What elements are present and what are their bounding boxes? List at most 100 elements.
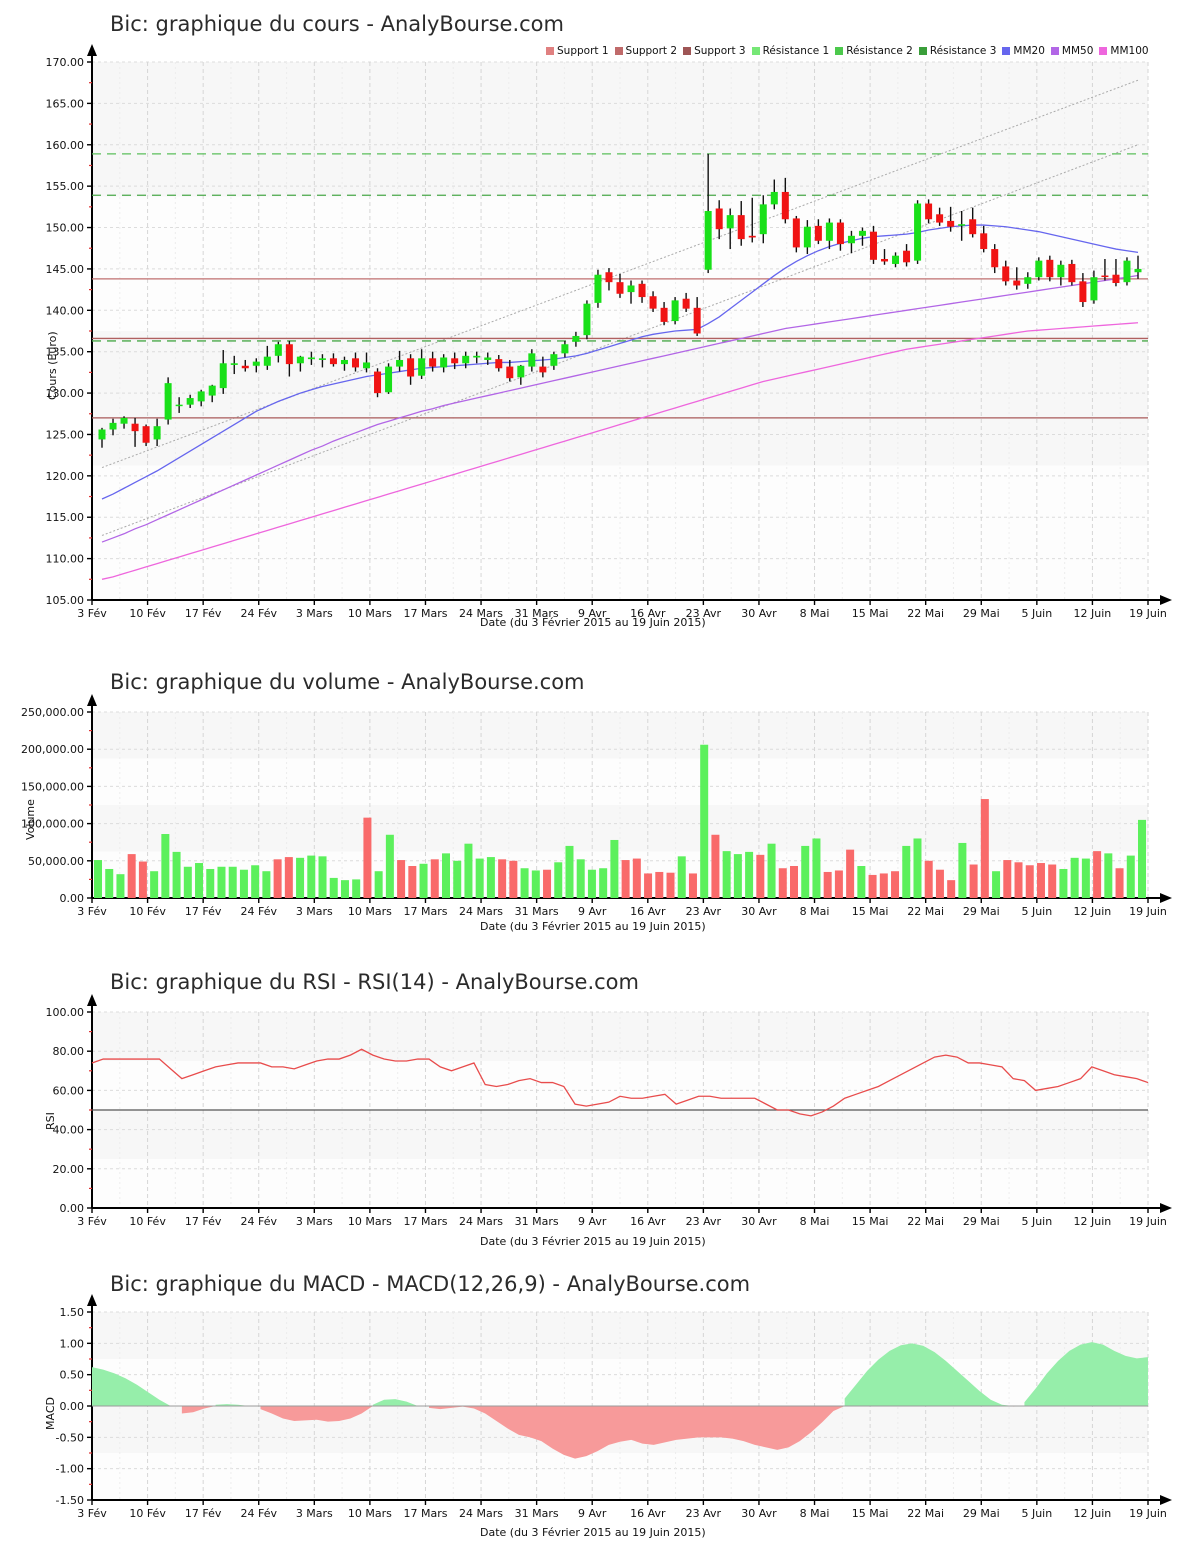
- svg-text:8 Mai: 8 Mai: [800, 1507, 830, 1520]
- svg-text:24 Fév: 24 Fév: [240, 607, 277, 620]
- svg-text:0.00: 0.00: [60, 1400, 85, 1413]
- macd-y-axis-label: MACD: [44, 1397, 57, 1430]
- svg-text:17 Fév: 17 Fév: [185, 1215, 222, 1228]
- svg-text:12 Juin: 12 Juin: [1074, 1507, 1112, 1520]
- svg-text:3 Fév: 3 Fév: [77, 905, 107, 918]
- price-chart-svg[interactable]: 105.00 110.00 115.00 120.00 125.00 130.00 135.…: [0, 0, 1200, 650]
- rsi-y-axis-label: RSI: [44, 1112, 57, 1130]
- price-chart-panel: Bic: graphique du cours - AnalyBourse.co…: [0, 0, 1200, 650]
- svg-text:15 Mai: 15 Mai: [852, 607, 889, 620]
- rsi-chart-panel: Bic: graphique du RSI - RSI(14) - AnalyB…: [0, 950, 1200, 1260]
- legend-item-r-sistance-2[interactable]: Résistance 2: [835, 45, 913, 57]
- svg-text:20.00: 20.00: [53, 1163, 85, 1176]
- legend-item-mm100[interactable]: MM100: [1099, 45, 1149, 57]
- svg-text:30 Avr: 30 Avr: [741, 607, 777, 620]
- legend-swatch-icon: [918, 47, 927, 55]
- svg-text:17 Mars: 17 Mars: [403, 1507, 447, 1520]
- macd-chart-panel: Bic: graphique du MACD - MACD(12,26,9) -…: [0, 1260, 1200, 1550]
- svg-text:170.00: 170.00: [46, 56, 85, 69]
- svg-text:10 Mars: 10 Mars: [348, 905, 392, 918]
- svg-text:15 Mai: 15 Mai: [852, 905, 889, 918]
- svg-text:17 Mars: 17 Mars: [403, 607, 447, 620]
- rsi-x-axis-label: Date (du 3 Février 2015 au 19 Juin 2015): [480, 1235, 706, 1248]
- svg-text:10 Fév: 10 Fév: [129, 1215, 166, 1228]
- svg-text:15 Mai: 15 Mai: [852, 1507, 889, 1520]
- legend-swatch-icon: [1099, 47, 1108, 55]
- svg-text:160.00: 160.00: [46, 139, 85, 152]
- legend-item-support-3[interactable]: Support 3: [683, 45, 746, 57]
- svg-text:40.00: 40.00: [53, 1124, 85, 1137]
- svg-text:30 Avr: 30 Avr: [741, 1215, 777, 1228]
- svg-text:5 Juin: 5 Juin: [1021, 1215, 1052, 1228]
- svg-text:115.00: 115.00: [46, 511, 85, 524]
- svg-text:130.00: 130.00: [46, 387, 85, 400]
- svg-text:0.50: 0.50: [60, 1369, 85, 1382]
- price-chart-title: Bic: graphique du cours - AnalyBourse.co…: [110, 12, 564, 36]
- svg-text:-1.00: -1.00: [56, 1463, 84, 1476]
- svg-text:3 Mars: 3 Mars: [296, 1507, 333, 1520]
- svg-text:1.50: 1.50: [60, 1306, 85, 1319]
- macd-chart-title: Bic: graphique du MACD - MACD(12,26,9) -…: [110, 1272, 751, 1296]
- rsi-chart-svg[interactable]: 0.00 20.00 40.00 60.00 80.00 100.00 3 Fév 10 Fé…: [0, 950, 1200, 1260]
- svg-text:29 Mai: 29 Mai: [963, 1507, 1000, 1520]
- svg-text:24 Mars: 24 Mars: [459, 1507, 503, 1520]
- svg-text:155.00: 155.00: [46, 180, 85, 193]
- svg-text:3 Fév: 3 Fév: [77, 1215, 107, 1228]
- svg-text:5 Juin: 5 Juin: [1021, 1507, 1052, 1520]
- svg-text:110.00: 110.00: [46, 553, 85, 566]
- svg-text:3 Fév: 3 Fév: [77, 1507, 107, 1520]
- svg-text:200,000.00: 200,000.00: [21, 743, 84, 756]
- legend-label: Support 1: [557, 45, 609, 57]
- svg-text:23 Avr: 23 Avr: [686, 1215, 722, 1228]
- legend-item-support-1[interactable]: Support 1: [546, 45, 609, 57]
- svg-text:17 Mars: 17 Mars: [403, 1215, 447, 1228]
- price-chart-legend: Support 1 Support 2 Support 3 Résistance 1 R…: [546, 45, 1155, 57]
- svg-text:17 Fév: 17 Fév: [185, 905, 222, 918]
- svg-text:24 Fév: 24 Fév: [240, 1507, 277, 1520]
- svg-text:24 Mars: 24 Mars: [459, 1215, 503, 1228]
- svg-text:0.00: 0.00: [60, 892, 85, 905]
- svg-text:12 Juin: 12 Juin: [1074, 1215, 1112, 1228]
- svg-text:250,000.00: 250,000.00: [21, 706, 84, 719]
- svg-text:0.00: 0.00: [60, 1202, 85, 1215]
- svg-text:9 Avr: 9 Avr: [578, 1215, 607, 1228]
- legend-item-r-sistance-1[interactable]: Résistance 1: [751, 45, 829, 57]
- svg-text:31 Mars: 31 Mars: [515, 1507, 559, 1520]
- legend-item-mm50[interactable]: MM50: [1050, 45, 1094, 57]
- svg-text:1.00: 1.00: [60, 1337, 85, 1350]
- legend-item-mm20[interactable]: MM20: [1002, 45, 1045, 57]
- svg-text:24 Mars: 24 Mars: [459, 607, 503, 620]
- svg-text:145.00: 145.00: [46, 263, 85, 276]
- svg-text:-1.50: -1.50: [56, 1494, 84, 1507]
- legend-swatch-icon: [683, 47, 692, 55]
- svg-text:24 Fév: 24 Fév: [240, 1215, 277, 1228]
- svg-text:9 Avr: 9 Avr: [578, 905, 607, 918]
- svg-text:8 Mai: 8 Mai: [800, 905, 830, 918]
- svg-text:60.00: 60.00: [53, 1084, 85, 1097]
- legend-swatch-icon: [614, 47, 623, 55]
- svg-text:50,000.00: 50,000.00: [28, 855, 84, 868]
- svg-text:100.00: 100.00: [46, 1006, 85, 1019]
- svg-text:22 Mai: 22 Mai: [907, 607, 944, 620]
- svg-text:3 Fév: 3 Fév: [77, 607, 107, 620]
- volume-x-axis-label: Date (du 3 Février 2015 au 19 Juin 2015): [480, 920, 706, 933]
- legend-label: MM50: [1061, 45, 1094, 57]
- svg-text:12 Juin: 12 Juin: [1074, 905, 1112, 918]
- legend-item-support-2[interactable]: Support 2: [614, 45, 677, 57]
- legend-swatch-icon: [546, 47, 554, 55]
- legend-item-r-sistance-3[interactable]: Résistance 3: [918, 45, 997, 57]
- svg-text:29 Mai: 29 Mai: [963, 905, 1000, 918]
- volume-chart-svg[interactable]: 0.00 50,000.00 100,000.00 150,000.00 200,000…: [0, 650, 1200, 950]
- svg-text:22 Mai: 22 Mai: [907, 1507, 944, 1520]
- svg-text:140.00: 140.00: [46, 304, 85, 317]
- legend-label: Résistance 3: [929, 45, 997, 57]
- legend-swatch-icon: [835, 47, 844, 55]
- svg-text:23 Avr: 23 Avr: [686, 1507, 722, 1520]
- rsi-chart-title: Bic: graphique du RSI - RSI(14) - AnalyB…: [110, 970, 639, 994]
- svg-text:3 Mars: 3 Mars: [296, 607, 333, 620]
- svg-text:5 Juin: 5 Juin: [1021, 905, 1052, 918]
- svg-text:10 Mars: 10 Mars: [348, 1215, 392, 1228]
- macd-chart-svg[interactable]: -1.50 -1.00 -0.50 0.00 0.50 1.00 1.50 3 Fév 10 F…: [0, 1260, 1200, 1550]
- svg-text:19 Juin: 19 Juin: [1129, 607, 1167, 620]
